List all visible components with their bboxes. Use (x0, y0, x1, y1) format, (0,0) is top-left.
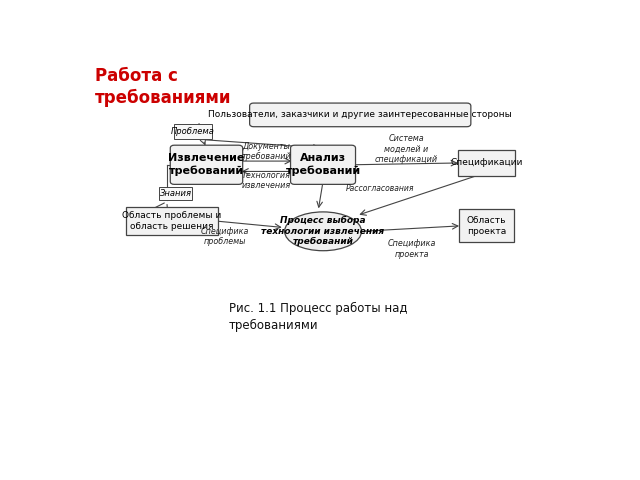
Text: Рис. 1.1 Процесс работы над
требованиями: Рис. 1.1 Процесс работы над требованиями (229, 301, 407, 332)
FancyBboxPatch shape (173, 124, 212, 139)
Ellipse shape (285, 212, 362, 251)
Text: Система
моделей и
спецификаций: Система моделей и спецификаций (374, 134, 438, 164)
Text: Технология
извлечения: Технология извлечения (242, 170, 291, 190)
FancyBboxPatch shape (291, 145, 356, 184)
Text: Документы
требований: Документы требований (242, 142, 291, 161)
Text: Специфика
проекта: Специфика проекта (387, 240, 436, 259)
Text: Извлечение
требований: Извлечение требований (168, 154, 244, 176)
Text: Процесс выбора
технологии извлечения
требований: Процесс выбора технологии извлечения тре… (262, 216, 385, 246)
Text: Область
проекта: Область проекта (467, 216, 506, 236)
FancyBboxPatch shape (170, 145, 243, 184)
Text: Анализ
требований: Анализ требований (285, 154, 360, 176)
FancyBboxPatch shape (159, 187, 192, 200)
FancyBboxPatch shape (250, 103, 471, 127)
Text: Работа с
требованиями: Работа с требованиями (95, 67, 232, 107)
Text: Пользователи, заказчики и другие заинтересованные стороны: Пользователи, заказчики и другие заинтер… (209, 110, 512, 120)
Text: Рассогласования: Рассогласования (346, 183, 414, 192)
Text: Специфика
проблемы: Специфика проблемы (201, 227, 249, 246)
Text: Область проблемы и
область решения: Область проблемы и область решения (122, 211, 221, 231)
Text: Спецификации: Спецификации (451, 158, 523, 168)
FancyBboxPatch shape (126, 206, 218, 235)
Text: Проблема: Проблема (171, 127, 215, 136)
FancyBboxPatch shape (460, 209, 514, 242)
Text: Знания: Знания (160, 189, 192, 198)
FancyBboxPatch shape (458, 150, 515, 176)
